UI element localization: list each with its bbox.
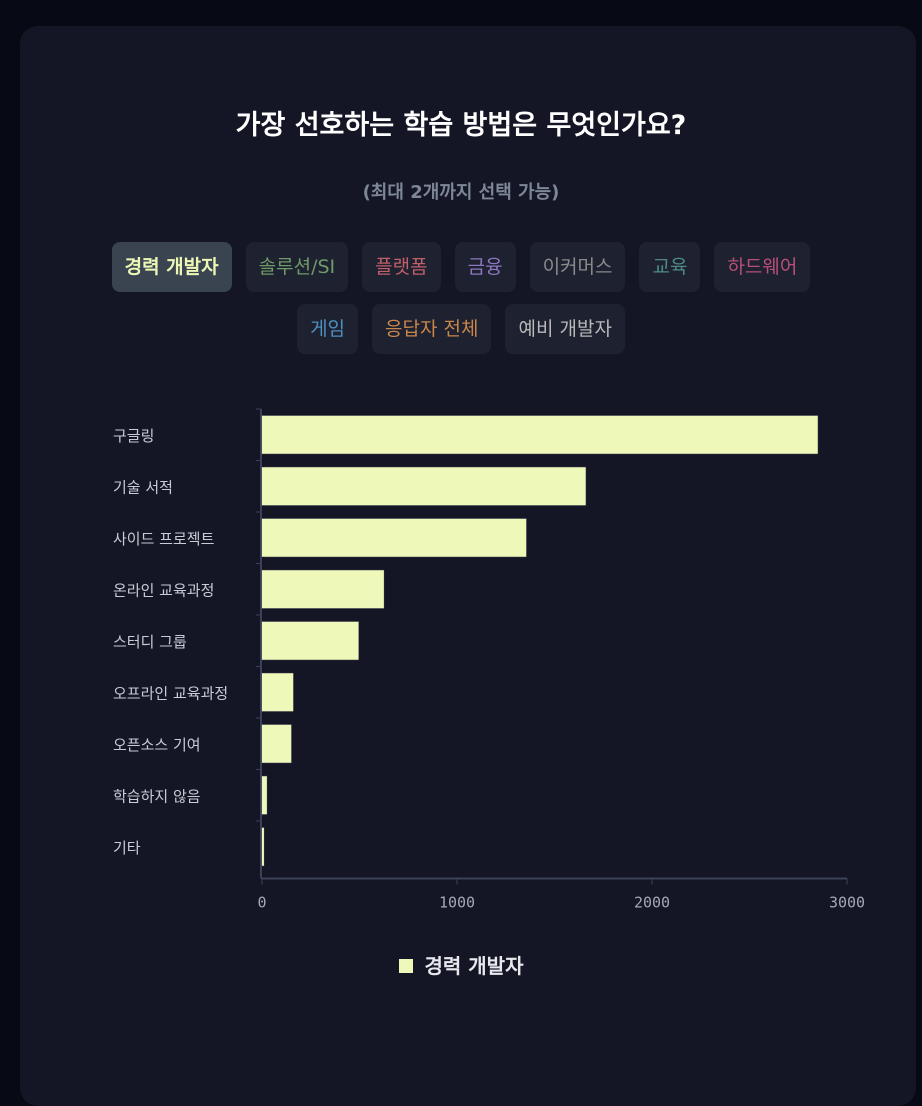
bar	[261, 724, 292, 764]
tab-game[interactable]: 게임	[297, 304, 359, 354]
x-tick-label: 0	[257, 894, 266, 912]
bar	[261, 466, 587, 506]
tab-hardware[interactable]: 하드웨어	[714, 242, 811, 292]
y-tick-label: 온라인 교육과정	[113, 581, 214, 599]
y-tick-label: 스터디 그룹	[113, 633, 187, 651]
tab-finance[interactable]: 금융	[454, 242, 516, 292]
chart-subtitle: (최대 2개까지 선택 가능)	[362, 182, 560, 203]
x-tick-label: 3000	[829, 894, 865, 912]
y-tick-label: 오픈소스 기여	[113, 736, 201, 754]
y-tick-label: 학습하지 않음	[113, 787, 201, 805]
bar	[261, 672, 294, 712]
bar	[261, 621, 360, 661]
x-tick-label: 2000	[634, 894, 670, 912]
filter-tabs-row-2: 게임 응답자 전체 예비 개발자	[0, 304, 922, 354]
filter-tabs-row-1: 경력 개발자 솔루션/SI 플랫폼 금융 이커머스 교육 하드웨어	[0, 242, 922, 292]
chart-legend: 경력 개발자	[0, 950, 922, 982]
tab-all-respondents[interactable]: 응답자 전체	[372, 304, 492, 354]
y-tick-label: 사이드 프로젝트	[113, 530, 215, 548]
bar	[261, 518, 527, 558]
tab-experienced-developer[interactable]: 경력 개발자	[111, 242, 232, 292]
tab-prospective-developer[interactable]: 예비 개발자	[505, 304, 625, 354]
tab-solution-si[interactable]: 솔루션/SI	[245, 242, 349, 292]
bar	[261, 569, 385, 609]
y-tick-label: 구글링	[113, 427, 154, 445]
x-tick-label: 1000	[439, 894, 475, 912]
legend-label[interactable]: 경력 개발자	[424, 954, 524, 978]
y-tick-label: 기술 서적	[113, 478, 173, 496]
bar	[261, 775, 268, 815]
legend-swatch[interactable]	[398, 959, 413, 973]
tab-education[interactable]: 교육	[639, 242, 701, 292]
chart-card	[20, 26, 916, 1106]
bar	[261, 827, 265, 867]
tab-ecommerce[interactable]: 이커머스	[529, 242, 626, 292]
bar	[261, 415, 819, 455]
tab-platform[interactable]: 플랫폼	[362, 242, 441, 292]
chart-title: 가장 선호하는 학습 방법은 무엇인가요?	[235, 110, 687, 141]
y-tick-label: 오프라인 교육과정	[113, 684, 228, 702]
y-tick-label: 기타	[113, 839, 141, 857]
